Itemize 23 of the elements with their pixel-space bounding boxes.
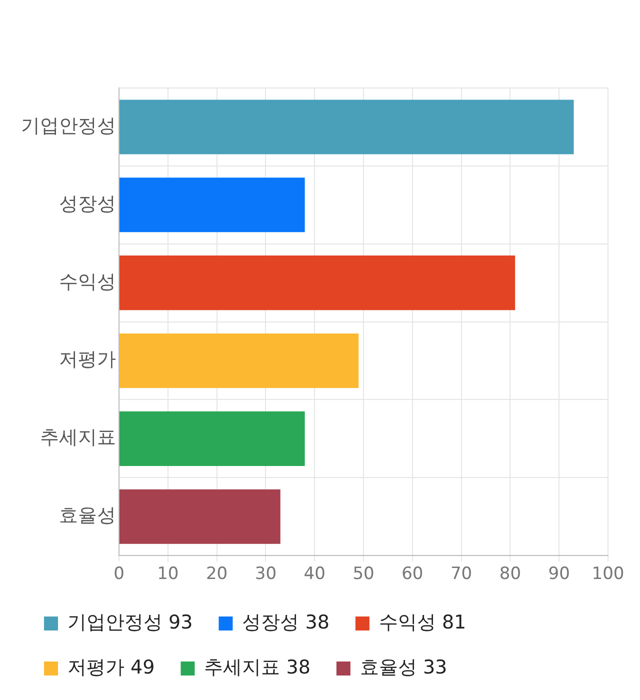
y-tick-label: 기업안정성 xyxy=(21,114,116,137)
x-tick-label: 50 xyxy=(352,564,374,584)
legend-label: 효율성 33 xyxy=(360,656,448,678)
x-tick-label: 90 xyxy=(548,564,570,584)
x-tick-label: 30 xyxy=(254,564,277,584)
legend-label: 기업안정성 93 xyxy=(68,611,193,634)
y-tick-label: 수익성 xyxy=(59,270,116,293)
x-tick-label: 70 xyxy=(450,564,472,584)
legend-label: 성장성 38 xyxy=(242,611,330,634)
x-tick-label: 10 xyxy=(157,564,179,584)
legend-label: 추세지표 38 xyxy=(204,656,310,678)
y-tick-label: 저평가 xyxy=(59,348,116,371)
legend-label: 수익성 81 xyxy=(378,611,466,634)
x-tick-label: 100 xyxy=(592,564,624,584)
x-tick-label: 60 xyxy=(402,564,424,584)
y-tick-label: 성장성 xyxy=(59,192,116,215)
x-tick-label: 80 xyxy=(499,564,522,584)
y-tick-label: 추세지표 xyxy=(40,426,116,449)
x-tick-label: 0 xyxy=(114,564,124,584)
x-tick-label: 40 xyxy=(304,564,326,584)
y-tick-label: 효율성 xyxy=(59,504,116,527)
legend-label: 저평가 49 xyxy=(68,656,155,678)
x-tick-label: 20 xyxy=(206,564,228,584)
